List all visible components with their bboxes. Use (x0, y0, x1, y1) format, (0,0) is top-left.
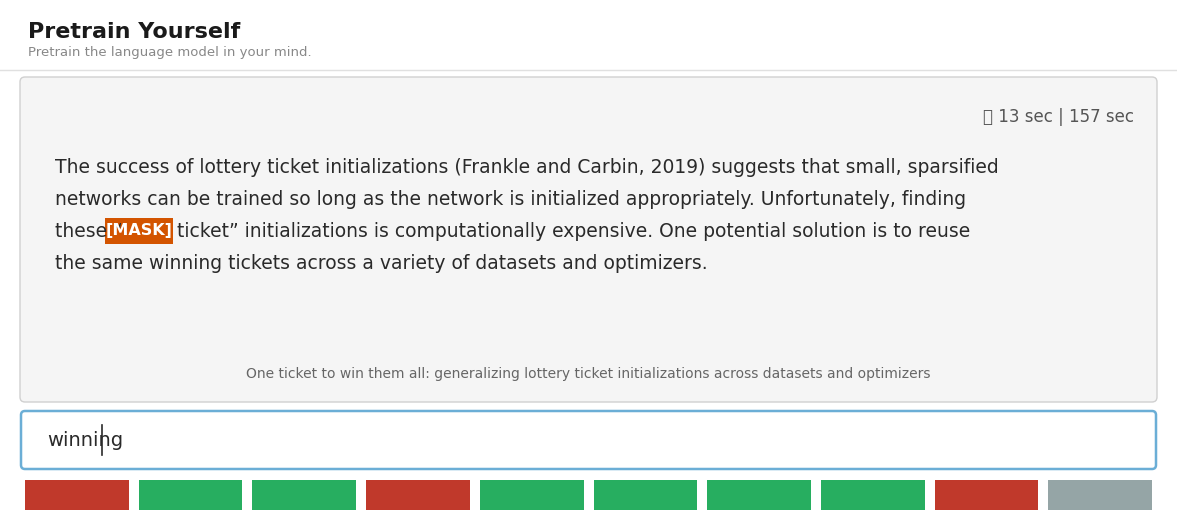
FancyBboxPatch shape (1049, 480, 1152, 510)
Text: ⧖ 13 sec | 157 sec: ⧖ 13 sec | 157 sec (983, 108, 1133, 126)
Text: ticket” initializations is computationally expensive. One potential solution is : ticket” initializations is computational… (171, 222, 970, 241)
FancyBboxPatch shape (139, 480, 242, 510)
Text: the same winning tickets across a variety of datasets and optimizers.: the same winning tickets across a variet… (55, 254, 707, 273)
FancyBboxPatch shape (935, 480, 1038, 510)
Text: winning: winning (47, 431, 124, 449)
FancyBboxPatch shape (20, 77, 1157, 402)
Text: One ticket to win them all: generalizing lottery ticket initializations across d: One ticket to win them all: generalizing… (246, 367, 931, 381)
FancyBboxPatch shape (480, 480, 584, 510)
FancyBboxPatch shape (820, 480, 925, 510)
Text: networks can be trained so long as the network is initialized appropriately. Unf: networks can be trained so long as the n… (55, 190, 966, 209)
Text: [MASK]: [MASK] (106, 223, 173, 239)
Text: Pretrain Yourself: Pretrain Yourself (28, 22, 240, 42)
FancyBboxPatch shape (252, 480, 357, 510)
FancyBboxPatch shape (25, 480, 128, 510)
Text: Pretrain the language model in your mind.: Pretrain the language model in your mind… (28, 46, 312, 59)
Text: these “: these “ (55, 222, 128, 241)
FancyBboxPatch shape (21, 411, 1156, 469)
FancyBboxPatch shape (105, 218, 173, 244)
FancyBboxPatch shape (593, 480, 697, 510)
Text: The success of lottery ticket initializations (Frankle and Carbin, 2019) suggest: The success of lottery ticket initializa… (55, 158, 999, 177)
FancyBboxPatch shape (707, 480, 811, 510)
FancyBboxPatch shape (366, 480, 470, 510)
